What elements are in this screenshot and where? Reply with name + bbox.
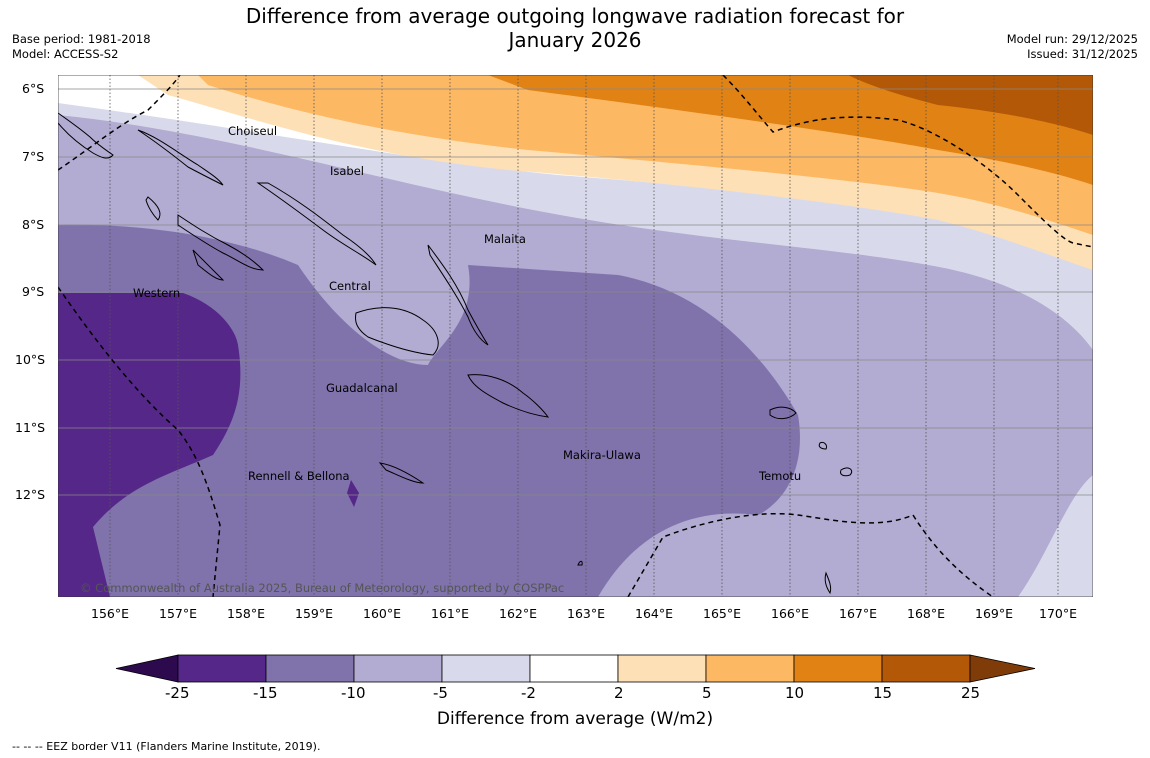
colorbar-tick: 25 [961,684,981,702]
lon-label: 162°E [499,606,538,621]
region-label-central: Central [329,279,371,293]
region-label-rennell-bellona: Rennell & Bellona [248,469,350,483]
lon-label: 158°E [227,606,266,621]
lon-label: 169°E [975,606,1014,621]
region-label-isabel: Isabel [330,164,365,178]
graticule [109,75,1059,597]
title-line-1: Difference from average outgoing longwav… [245,4,905,28]
base-period: Base period: 1981-2018 [12,32,151,46]
colorbar-swatch [617,654,707,683]
lat-label: 10°S [15,352,46,367]
colorbar-swatch [265,654,355,683]
meta-left: Base period: 1981-2018 Model: ACCESS-S2 [12,32,151,62]
colorbar-tick: -10 [341,684,366,702]
colorbar-tick: 5 [702,684,712,702]
issued-date: Issued: 31/12/2025 [1027,47,1138,61]
region-label-malaita: Malaita [484,232,526,246]
lon-label: 167°E [839,606,878,621]
lat-gridlines [58,88,1093,496]
colorbar-swatch [793,654,883,683]
colorbar-tick: 2 [614,684,624,702]
region-label-choiseul: Choiseul [228,124,278,138]
colorbar-swatch [529,654,619,683]
colorbar-tick: -2 [521,684,536,702]
coastlines [58,112,853,595]
lon-label: 161°E [431,606,470,621]
lat-label: 8°S [22,217,45,232]
lon-label: 159°E [295,606,334,621]
copyright-notice: © Commonwealth of Australia 2025, Bureau… [80,581,564,595]
colorbar-swatch [881,654,971,683]
colorbar-extend-min [115,654,179,683]
eez-borders [58,75,1093,597]
lat-label: 12°S [15,487,46,502]
model-name: Model: ACCESS-S2 [12,47,119,61]
region-label-temotu: Temotu [759,469,802,483]
colorbar-tick: -5 [433,684,448,702]
chart-title: Difference from average outgoing longwav… [0,4,1150,52]
colorbar-title: Difference from average (W/m2) [436,709,714,729]
colorbar-swatch [441,654,531,683]
band-neg25-neg15 [58,293,241,597]
colorbar-tick: -15 [253,684,278,702]
colorbar-tick: 15 [873,684,893,702]
lat-label: 11°S [15,420,46,435]
lon-label: 165°E [703,606,742,621]
lat-label: 9°S [22,284,45,299]
colorbar-swatch [705,654,795,683]
title-line-2: January 2026 [508,28,642,52]
model-run: Model run: 29/12/2025 [1006,32,1138,46]
region-label-makira-ulawa: Makira-Ulawa [563,448,641,462]
colorbar [115,654,1036,683]
lon-label: 164°E [635,606,674,621]
band-15-25 [848,75,1093,135]
lon-label: 163°E [567,606,606,621]
colorbar-tick: 10 [785,684,805,702]
eez-note: -- -- -- EEZ border V11 (Flanders Marine… [12,740,321,753]
region-label-western: Western [133,286,181,300]
colorbar-swatch [177,654,267,683]
lon-label: 166°E [771,606,810,621]
band-neg15-neg10 [58,224,800,597]
olr-anomaly-map: © Commonwealth of Australia 2025, Bureau… [58,75,1093,597]
colorbar-tick: -25 [165,684,190,702]
lon-label: 170°E [1039,606,1078,621]
band-neg25-neg15-small [347,480,359,507]
meta-right: Model run: 29/12/2025 Issued: 31/12/2025 [1007,32,1138,62]
colorbar-extend-max [969,654,1036,683]
lon-label: 157°E [159,606,198,621]
lat-label: 7°S [22,149,45,164]
region-label-guadalcanal: Guadalcanal [326,381,398,395]
lat-label: 6°S [22,81,45,96]
colorbar-swatch [353,654,443,683]
lon-label: 156°E [91,606,130,621]
lon-label: 168°E [907,606,946,621]
lon-label: 160°E [363,606,402,621]
